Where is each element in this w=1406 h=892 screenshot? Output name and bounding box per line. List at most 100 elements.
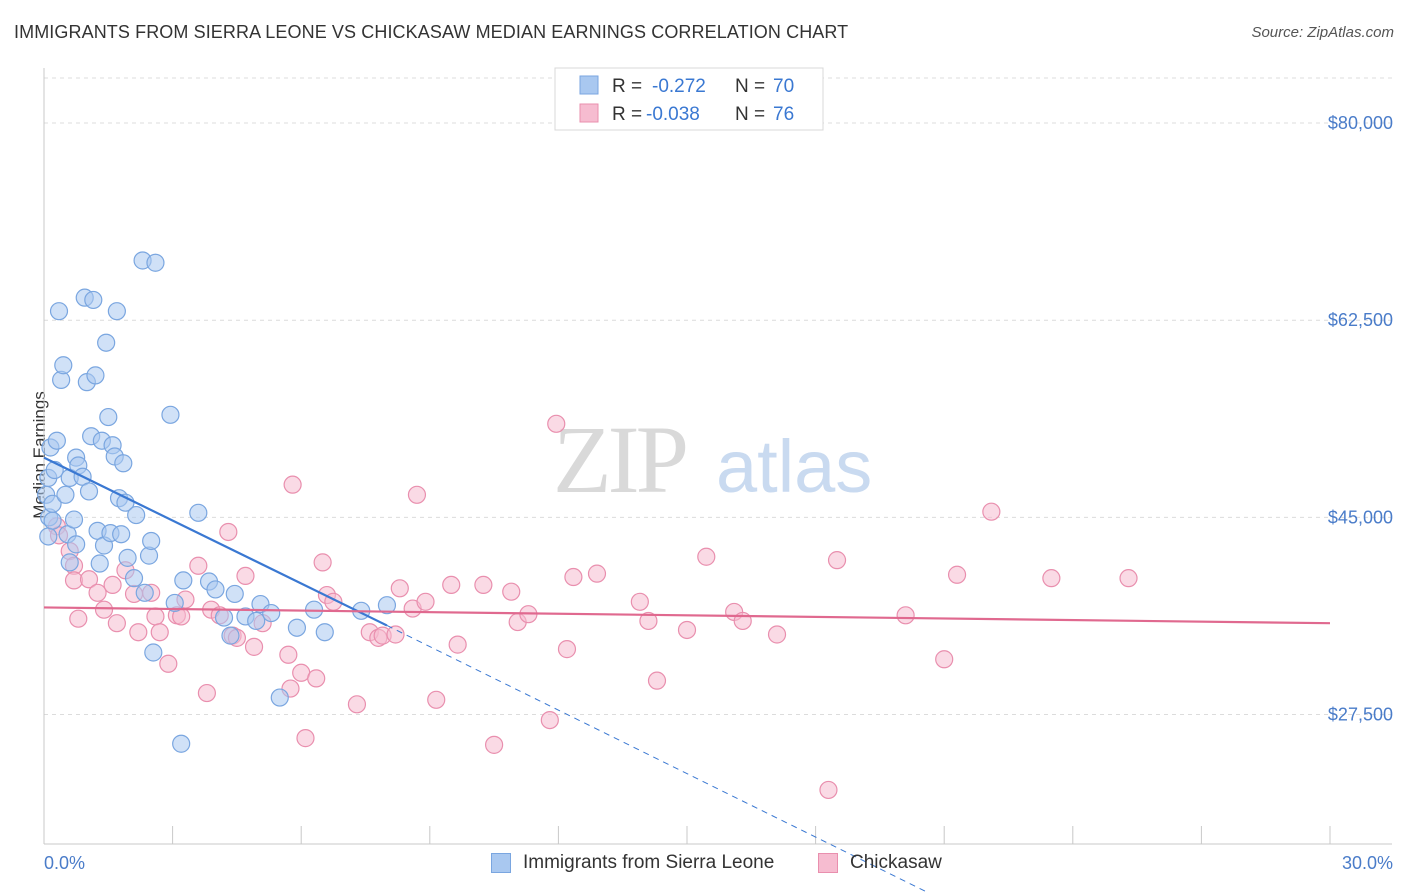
chickasaw-point-10 — [107, 614, 126, 633]
chickasaw-point-9 — [103, 575, 122, 595]
sierra-leone-point-5 — [43, 511, 62, 530]
sierra-leone-point-61 — [247, 611, 266, 631]
legend-r-label-2: R = — [612, 104, 642, 125]
y-tick-label-1: $45,000 — [1328, 507, 1393, 527]
chickasaw-point-6 — [79, 570, 99, 589]
legend-item-chickasaw: Chickasaw — [818, 852, 942, 874]
sierra-leone-point-69 — [377, 596, 397, 615]
sierra-leone-point-8 — [47, 431, 66, 450]
chickasaw-point-31 — [279, 645, 298, 664]
watermark-atlas: atlas — [716, 425, 872, 508]
chickasaw-point-69 — [767, 625, 787, 644]
trend-lines — [43, 456, 1331, 892]
chickasaw-point-64 — [647, 671, 667, 690]
sierra-leone-point-65 — [287, 618, 307, 637]
legend-r-value-2: -0.038 — [646, 104, 700, 125]
chickasaw-point-4 — [64, 571, 84, 590]
sierra-leone-point-36 — [107, 302, 126, 321]
series-sierra-leone — [37, 251, 397, 753]
legend-swatch-chickasaw — [818, 853, 838, 873]
sierra-leone-point-15 — [60, 553, 79, 572]
chickasaw-point-70 — [819, 780, 838, 800]
sierra-leone-point-23 — [79, 482, 99, 501]
sierra-leone-point-54 — [189, 503, 208, 522]
chickasaw-point-25 — [219, 522, 238, 542]
chickasaw-point-75 — [982, 502, 1001, 521]
chickasaw-point-52 — [474, 575, 493, 595]
chart-title: IMMIGRANTS FROM SIERRA LEONE VS CHICKASA… — [14, 22, 849, 42]
sierra-leone-point-32 — [99, 407, 118, 427]
chickasaw-point-60 — [564, 567, 583, 587]
sierra-leone-point-1 — [39, 527, 58, 546]
trend-line-chickasaw — [43, 606, 1331, 625]
axes — [43, 68, 1392, 845]
sierra-leone-point-25 — [84, 290, 103, 310]
sierra-leone-point-57 — [214, 608, 234, 627]
sierra-leone-point-6 — [43, 494, 62, 513]
legend-r-value-1: -0.272 — [652, 76, 706, 97]
chickasaw-point-13 — [129, 623, 148, 642]
sierra-leone-point-38 — [112, 525, 131, 544]
chickasaw-point-5 — [69, 609, 88, 628]
chickasaw-point-59 — [557, 640, 577, 659]
x-tick-labels: 0.0% 30.0% — [44, 853, 1393, 873]
chickasaw-point-73 — [935, 650, 954, 669]
chickasaw-point-21 — [189, 556, 208, 575]
chickasaw-point-15 — [146, 607, 165, 626]
y-tick-label-0: $27,500 — [1328, 704, 1393, 724]
legend-label-chickasaw: Chickasaw — [850, 852, 942, 873]
trend-line-sierra-leone-extension — [386, 625, 928, 892]
sierra-leone-point-12 — [56, 485, 75, 504]
sierra-leone-point-39 — [114, 454, 133, 473]
sierra-leone-point-45 — [135, 583, 154, 602]
sierra-leone-point-59 — [225, 584, 244, 604]
chickasaw-point-47 — [407, 485, 427, 504]
sierra-leone-point-52 — [172, 734, 191, 753]
legend-label-sierra-leone: Immigrants from Sierra Leone — [523, 852, 775, 873]
sierra-leone-point-26 — [86, 366, 105, 385]
chickasaw-point-16 — [150, 623, 169, 642]
chickasaw-point-53 — [485, 735, 504, 754]
chickasaw-point-50 — [442, 575, 461, 595]
chickasaw-point-36 — [307, 669, 326, 688]
sierra-leone-point-64 — [270, 688, 289, 707]
y-tick-label-2: $62,500 — [1328, 310, 1393, 330]
trend-line-sierra-leone — [43, 456, 388, 627]
chickasaw-point-8 — [94, 600, 114, 619]
sierra-leone-point-11 — [54, 356, 73, 375]
sierra-leone-point-18 — [67, 535, 86, 554]
chickasaw-point-65 — [677, 620, 697, 640]
sierra-leone-point-58 — [221, 626, 240, 645]
chickasaw-point-22 — [197, 683, 216, 703]
chickasaw-point-57 — [540, 710, 559, 730]
sierra-leone-point-48 — [144, 643, 163, 662]
sierra-leone-point-43 — [127, 505, 146, 525]
sierra-leone-point-67 — [315, 623, 334, 642]
chickasaw-point-48 — [416, 592, 435, 611]
source-label: Source: ZipAtlas.com — [1251, 24, 1394, 41]
chickasaw-point-76 — [1042, 569, 1061, 588]
chickasaw-point-29 — [244, 637, 264, 656]
sierra-leone-point-41 — [118, 548, 137, 567]
chickasaw-point-33 — [283, 475, 302, 494]
chickasaw-point-66 — [697, 547, 716, 566]
x-tick-label-min: 0.0% — [44, 853, 85, 873]
legend-n-value-1: 70 — [773, 76, 794, 97]
x-tick-label-max: 30.0% — [1342, 853, 1393, 873]
legend-n-value-2: 76 — [773, 104, 794, 125]
chickasaw-point-61 — [587, 564, 607, 583]
chickasaw-point-44 — [386, 625, 405, 644]
sierra-leone-point-56 — [206, 580, 225, 599]
chickasaw-point-74 — [947, 565, 967, 584]
watermark-zip: ZIP — [553, 406, 686, 513]
sierra-leone-point-47 — [142, 531, 161, 551]
legend-swatch-blue — [579, 75, 599, 95]
legend-item-sierra-leone: Immigrants from Sierra Leone — [491, 852, 774, 874]
y-tick-label-3: $80,000 — [1328, 113, 1393, 133]
chickasaw-point-72 — [896, 606, 915, 625]
chickasaw-point-63 — [639, 611, 658, 631]
y-tick-labels: $27,500 $45,000 $62,500 $80,000 — [1328, 113, 1393, 724]
sierra-leone-point-42 — [124, 569, 144, 588]
sierra-leone-point-51 — [165, 593, 184, 613]
chickasaw-point-35 — [296, 729, 315, 748]
